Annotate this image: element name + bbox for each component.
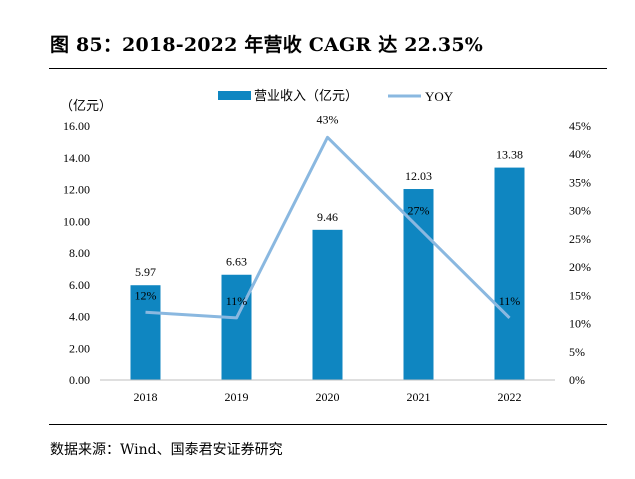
revenue-bar [312,229,343,380]
legend-revenue-label: 营业收入（亿元） [254,88,358,103]
yoy-data-label: 43% [317,112,339,126]
revenue-bar [494,167,525,380]
legend-revenue-swatch [218,91,251,100]
y-right-tick-label: 40% [569,147,591,161]
revenue-data-label: 5.97 [135,265,156,279]
y-right-tick-label: 25% [569,232,591,246]
yoy-data-label: 12% [135,288,157,302]
revenue-data-label: 6.63 [226,255,247,269]
y-left-tick-label: 0.00 [69,373,90,387]
x-tick-label: 2020 [316,390,340,404]
title-rule [49,68,607,69]
yoy-data-label: 11% [226,294,248,308]
y-right-tick-label: 10% [569,317,591,331]
y-left-unit-label: （亿元） [60,98,112,113]
revenue-data-label: 13.38 [496,148,523,162]
revenue-data-labels: 5.97 6.63 9.46 12.03 13.38 [135,148,523,280]
x-tick-label: 2018 [134,390,158,404]
source-note: 数据来源：Wind、国泰君安证券研究 [50,442,283,458]
source-rule [49,424,607,425]
y-left-tick-label: 4.00 [69,310,90,324]
figure-title: 图 85：2018-2022 年营收 CAGR 达 22.35% [50,34,483,56]
revenue-bar [130,285,161,380]
y-right-tick-label: 0% [569,373,585,387]
y-left-tick-labels: 0.00 2.00 4.00 6.00 8.00 10.00 12.00 14.00 16.00 [63,119,90,387]
y-right-tick-labels: 0% 5% 10% 15% 20% 25% 30% 35% 40% 45% [569,119,591,387]
y-left-tick-label: 12.00 [63,183,90,197]
yoy-data-label: 27% [408,204,430,218]
revenue-data-label: 9.46 [317,210,338,224]
y-left-tick-label: 16.00 [63,119,90,133]
x-tick-label: 2022 [498,390,522,404]
y-right-tick-label: 30% [569,204,591,218]
y-left-tick-label: 14.00 [63,151,90,165]
y-right-tick-label: 5% [569,345,585,359]
y-left-tick-label: 10.00 [63,214,90,228]
revenue-data-label: 12.03 [405,169,432,183]
revenue-bar [221,274,252,380]
y-left-tick-label: 6.00 [69,278,90,292]
x-tick-labels: 2018 2019 2020 2021 2022 [134,390,522,404]
yoy-data-label: 11% [499,294,521,308]
yoy-series-line [145,135,511,320]
y-right-tick-label: 45% [569,119,591,133]
revenue-bars [130,167,525,380]
x-tick-label: 2019 [225,390,249,404]
y-right-tick-label: 15% [569,288,591,302]
y-right-tick-label: 20% [569,260,591,274]
legend: 营业收入（亿元） YOY [218,88,454,104]
legend-yoy-label: YOY [425,89,454,104]
y-left-tick-label: 2.00 [69,341,90,355]
revenue-bar [403,189,434,380]
yoy-data-labels: 12% 11% 43% 27% 11% [135,112,521,308]
y-right-tick-label: 35% [569,175,591,189]
x-tick-label: 2021 [407,390,431,404]
y-left-tick-label: 8.00 [69,246,90,260]
